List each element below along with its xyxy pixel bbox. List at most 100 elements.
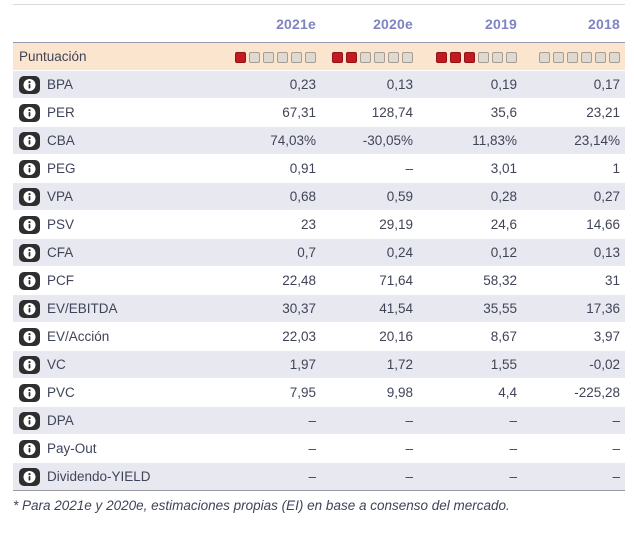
score-square-filled: [346, 51, 357, 63]
table-row: Pay-Out – – – –: [13, 434, 625, 463]
info-icon[interactable]: [19, 327, 40, 346]
row-label: CBA: [47, 133, 75, 148]
value-cell: 7,95: [193, 378, 321, 407]
value-cell: 0,27: [522, 182, 625, 211]
valuation-ratios-panel: 2021e 2020e 2019 2018 Puntuación: [13, 4, 625, 513]
value-cell: 3,01: [418, 154, 522, 183]
value-cell: -0,02: [522, 350, 625, 379]
value-cell: –: [321, 154, 418, 183]
row-label: PEG: [47, 161, 76, 176]
info-icon[interactable]: [19, 187, 40, 206]
scoring-row: Puntuación: [13, 42, 625, 71]
column-header-2019: 2019: [418, 4, 522, 43]
info-icon[interactable]: [19, 355, 40, 374]
score-square-filled: [436, 51, 447, 63]
value-cell: 1,55: [418, 350, 522, 379]
value-cell: 29,19: [321, 210, 418, 239]
value-cell: 58,32: [418, 266, 522, 295]
score-cell-2019: [418, 42, 522, 71]
table-row: BPA 0,23 0,13 0,19 0,17: [13, 70, 625, 99]
score-square-empty: [492, 51, 503, 63]
column-header-2018: 2018: [522, 4, 625, 43]
value-cell: –: [418, 434, 522, 463]
table-row: CBA 74,03% -30,05% 11,83% 23,14%: [13, 126, 625, 155]
value-cell: –: [321, 462, 418, 491]
value-cell: -225,28: [522, 378, 625, 407]
row-label: EV/EBITDA: [47, 301, 118, 316]
metric-label-cell: CBA: [13, 126, 193, 155]
value-cell: 0,24: [321, 238, 418, 267]
value-cell: –: [418, 406, 522, 435]
score-square-empty: [581, 51, 592, 63]
row-label: PCF: [47, 273, 74, 288]
row-label: PVC: [47, 385, 75, 400]
info-icon[interactable]: [19, 243, 40, 262]
metric-label-cell: VC: [13, 350, 193, 379]
value-cell: 17,36: [522, 294, 625, 323]
info-icon[interactable]: [19, 271, 40, 290]
value-cell: 0,7: [193, 238, 321, 267]
row-label: PER: [47, 105, 75, 120]
metric-label-cell: PSV: [13, 210, 193, 239]
value-cell: 0,13: [321, 70, 418, 99]
year-header-row: 2021e 2020e 2019 2018: [13, 4, 625, 43]
value-cell: 0,68: [193, 182, 321, 211]
row-label: Pay-Out: [47, 441, 97, 456]
metric-label-cell: DPA: [13, 406, 193, 435]
score-square-empty: [291, 51, 302, 63]
table-row: PEG 0,91 – 3,01 1: [13, 154, 625, 183]
metric-label-cell: PER: [13, 98, 193, 127]
metric-label-cell: PCF: [13, 266, 193, 295]
metric-label-cell: EV/Acción: [13, 322, 193, 351]
value-cell: 74,03%: [193, 126, 321, 155]
row-label: Dividendo-YIELD: [47, 469, 151, 484]
score-square-empty: [360, 51, 371, 63]
score-square-empty: [263, 51, 274, 63]
value-cell: 4,4: [418, 378, 522, 407]
score-square-empty: [388, 51, 399, 63]
info-icon[interactable]: [19, 439, 40, 458]
row-label: EV/Acción: [47, 329, 110, 344]
info-icon[interactable]: [19, 159, 40, 178]
score-squares: [332, 51, 413, 63]
row-label: BPA: [47, 77, 74, 92]
metric-label-cell: PEG: [13, 154, 193, 183]
value-cell: 0,28: [418, 182, 522, 211]
score-square-empty: [305, 51, 316, 63]
value-cell: 0,91: [193, 154, 321, 183]
info-icon[interactable]: [19, 467, 40, 486]
info-icon[interactable]: [19, 215, 40, 234]
footnote: * Para 2021e y 2020e, estimaciones propi…: [13, 498, 510, 513]
metric-label-cell: Dividendo-YIELD: [13, 462, 193, 491]
table-row: EV/EBITDA 30,37 41,54 35,55 17,36: [13, 294, 625, 323]
score-square-empty: [595, 51, 606, 63]
label-column-header: [13, 4, 193, 43]
value-cell: 1,72: [321, 350, 418, 379]
score-square-empty: [567, 51, 578, 63]
value-cell: –: [418, 462, 522, 491]
score-square-empty: [249, 51, 260, 63]
table-row: PER 67,31 128,74 35,6 23,21: [13, 98, 625, 127]
table-row: VPA 0,68 0,59 0,28 0,27: [13, 182, 625, 211]
value-cell: 3,97: [522, 322, 625, 351]
info-icon[interactable]: [19, 131, 40, 150]
value-cell: 128,74: [321, 98, 418, 127]
row-label: CFA: [47, 245, 74, 260]
value-cell: 23,21: [522, 98, 625, 127]
info-icon[interactable]: [19, 75, 40, 94]
info-icon[interactable]: [19, 103, 40, 122]
value-cell: 35,6: [418, 98, 522, 127]
info-icon[interactable]: [19, 299, 40, 318]
score-square-filled: [332, 51, 343, 63]
info-icon[interactable]: [19, 383, 40, 402]
score-square-empty: [277, 51, 288, 63]
value-cell: –: [193, 434, 321, 463]
table-row: PCF 22,48 71,64 58,32 31: [13, 266, 625, 295]
value-cell: 30,37: [193, 294, 321, 323]
score-squares: [539, 51, 620, 63]
value-cell: 22,03: [193, 322, 321, 351]
score-square-empty: [553, 51, 564, 63]
value-cell: 1,97: [193, 350, 321, 379]
info-icon[interactable]: [19, 411, 40, 430]
value-cell: 0,17: [522, 70, 625, 99]
